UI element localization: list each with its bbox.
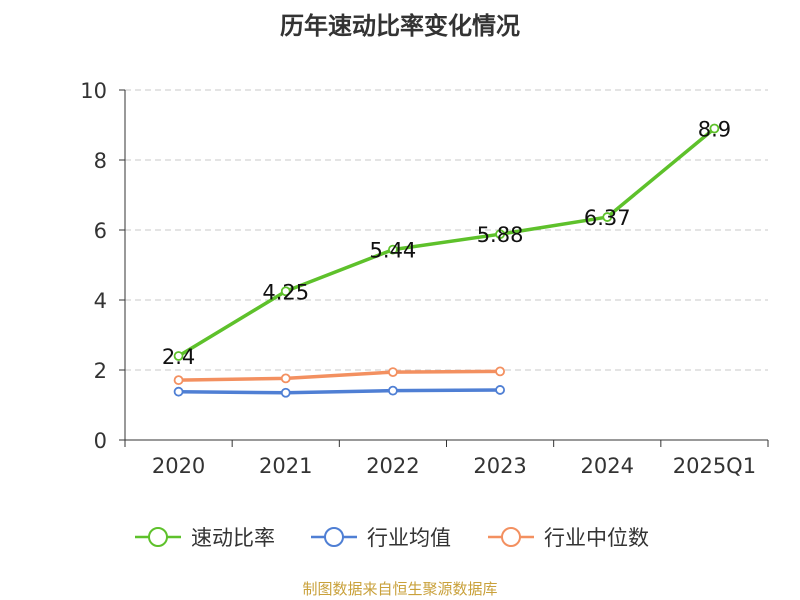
data-point xyxy=(709,123,720,134)
x-tick-label: 2020 xyxy=(152,454,205,478)
legend-label: 速动比率 xyxy=(191,526,275,550)
data-point xyxy=(495,366,505,377)
y-tick-label: 8 xyxy=(94,149,107,173)
data-label: 5.44 xyxy=(370,239,417,263)
legend: 速动比率 行业均值 行业中位数 xyxy=(135,526,649,550)
series-line xyxy=(178,369,501,382)
data-label: 8.9 xyxy=(698,118,731,142)
grid-lines xyxy=(125,89,768,371)
legend-marker xyxy=(501,527,521,547)
data-point xyxy=(388,244,398,255)
x-tick-label: 2025Q1 xyxy=(673,454,756,478)
data-label: 2.4 xyxy=(162,345,195,369)
data-label: 6.37 xyxy=(584,206,631,230)
data-point xyxy=(280,373,291,384)
legend-marker xyxy=(324,527,344,547)
data-point xyxy=(280,387,291,398)
x-tick-label: 2023 xyxy=(473,454,526,478)
data-point xyxy=(173,386,184,397)
data-point xyxy=(495,229,505,240)
data-label: 5.88 xyxy=(477,223,524,247)
data-point xyxy=(280,286,291,297)
data-point xyxy=(602,212,613,222)
data-label: 4.25 xyxy=(262,280,309,304)
x-tick-label: 2021 xyxy=(259,454,312,478)
data-points xyxy=(173,123,720,398)
source-note: 制图数据来自恒生聚源数据库 xyxy=(302,580,498,598)
chart-title: 历年速动比率变化情况 xyxy=(280,12,520,40)
data-labels: 2.4 4.25 5.44 5.88 6.37 8.9 xyxy=(162,118,731,370)
data-point xyxy=(173,351,184,361)
data-point xyxy=(495,385,505,395)
axes: 0 2 4 6 8 10 2020 2021 2022 2023 2024 2025Q1 xyxy=(80,79,769,478)
legend-marker xyxy=(148,527,168,547)
x-tick-label: 2024 xyxy=(581,454,634,478)
series-line xyxy=(177,127,716,358)
legend-label: 行业均值 xyxy=(367,526,451,550)
data-point xyxy=(173,375,184,386)
data-point xyxy=(388,367,398,378)
y-tick-label: 10 xyxy=(80,79,107,103)
series-lines xyxy=(177,127,716,395)
legend-label: 行业中位数 xyxy=(544,526,649,550)
x-tick-label: 2022 xyxy=(366,454,419,478)
series-line xyxy=(178,388,501,395)
y-tick-label: 4 xyxy=(94,289,107,313)
y-tick-label: 6 xyxy=(94,219,107,243)
data-point xyxy=(388,385,398,396)
y-tick-label: 0 xyxy=(94,429,107,453)
y-tick-label: 2 xyxy=(94,359,107,383)
